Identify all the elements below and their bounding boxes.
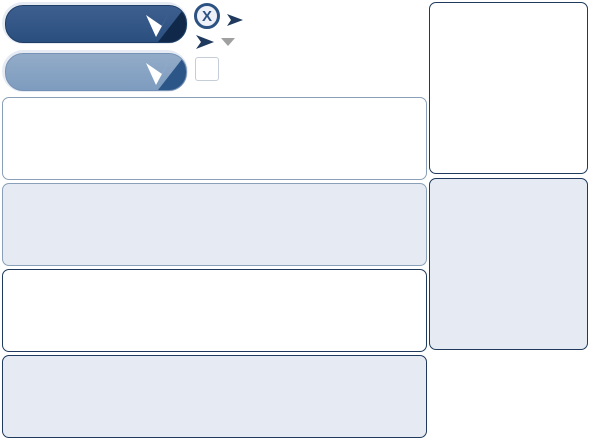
dropdown-secondary-body[interactable] (5, 53, 187, 91)
panel-blue-dark (2, 355, 427, 438)
close-button[interactable]: X (194, 3, 220, 29)
side-panel-white (429, 2, 588, 174)
dropdown-primary-body[interactable] (5, 5, 187, 43)
side-panel-blue (429, 178, 588, 350)
panel-blue-light (2, 183, 427, 266)
chevron-down-icon (146, 6, 186, 42)
arrow-right-icon[interactable] (196, 35, 214, 49)
panel-white-dark (2, 269, 427, 352)
checkbox[interactable] (195, 57, 219, 81)
dropdown-primary[interactable] (2, 2, 188, 44)
caret-down-icon[interactable] (221, 38, 235, 46)
close-icon: X (201, 7, 212, 25)
arrow-right-icon[interactable] (227, 14, 243, 26)
panel-white-light (2, 97, 427, 180)
chevron-down-icon (146, 54, 186, 90)
dropdown-secondary[interactable] (2, 50, 188, 92)
